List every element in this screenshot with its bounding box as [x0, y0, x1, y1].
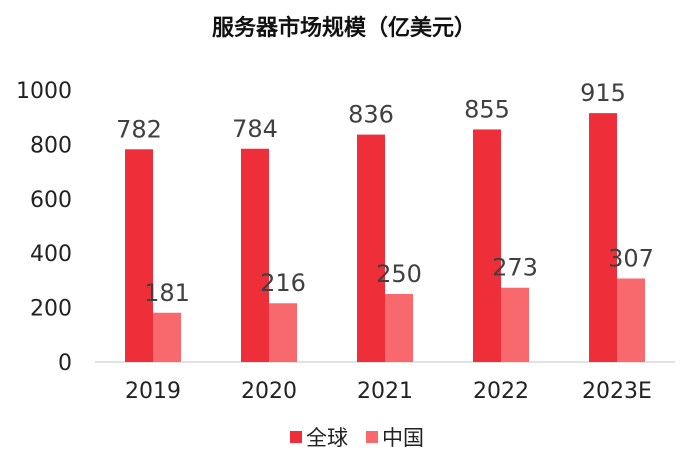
y-tick-label: 400 — [30, 242, 72, 267]
legend-swatch — [290, 431, 302, 443]
data-label: 782 — [116, 115, 162, 143]
data-label: 307 — [608, 244, 654, 272]
data-label: 836 — [348, 101, 394, 129]
data-label: 181 — [144, 279, 190, 307]
bars — [125, 113, 645, 363]
bar-2022-series-0 — [473, 129, 501, 362]
bar-2019-series-0 — [125, 149, 153, 362]
bar-2023E-series-0 — [589, 113, 617, 363]
y-tick-label: 0 — [58, 351, 72, 376]
legend-swatch — [366, 431, 378, 443]
x-tick-label: 2019 — [125, 379, 181, 404]
x-tick-label: 2023E — [582, 379, 652, 404]
x-tick-label: 2020 — [241, 379, 297, 404]
y-tick-label: 1000 — [16, 79, 72, 104]
legend-label: 中国 — [382, 426, 424, 450]
data-label: 784 — [232, 115, 278, 143]
y-tick-label: 800 — [30, 133, 72, 158]
x-axis-ticks: 2019 2020 2021 2022 2023E — [125, 379, 652, 404]
data-label: 855 — [464, 95, 510, 123]
bar-2023E-series-1 — [617, 278, 645, 362]
data-label: 216 — [260, 269, 306, 297]
bar-2020-series-0 — [241, 148, 269, 362]
data-label: 250 — [376, 260, 422, 288]
bar-2019-series-1 — [153, 312, 181, 362]
bar-2021-series-1 — [385, 294, 413, 362]
data-labels: 782 784 836 855 915 181 216 250 273 307 — [116, 79, 654, 307]
data-label: 915 — [580, 79, 626, 107]
legend: 全球 中国 — [290, 426, 424, 450]
x-tick-label: 2022 — [473, 379, 529, 404]
chart-title: 服务器市场规模（亿美元） — [211, 16, 476, 41]
y-tick-label: 200 — [30, 297, 72, 322]
x-tick-label: 2021 — [357, 379, 413, 404]
bar-2020-series-1 — [269, 303, 297, 362]
bar-2022-series-1 — [501, 287, 529, 362]
y-tick-label: 600 — [30, 188, 72, 213]
data-label: 273 — [492, 254, 538, 282]
y-axis-ticks: 0 200 400 600 800 1000 — [16, 79, 72, 376]
legend-label: 全球 — [306, 426, 348, 450]
bar-2021-series-0 — [357, 134, 385, 362]
